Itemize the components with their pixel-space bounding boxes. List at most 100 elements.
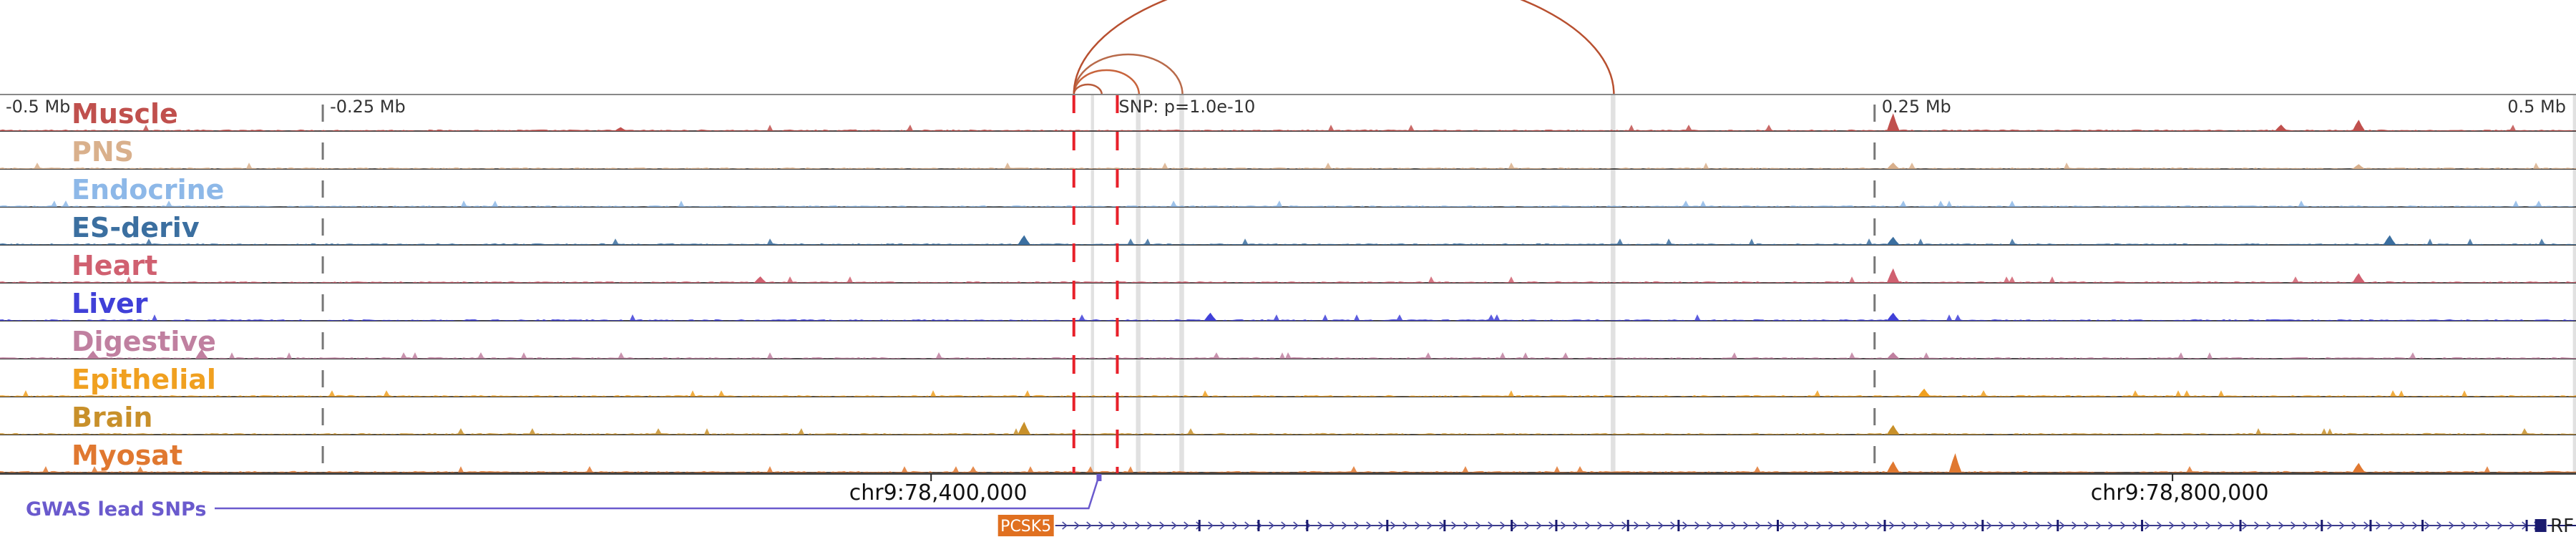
strand-arrow (1342, 521, 1347, 530)
track-label: Epithelial (72, 364, 216, 395)
interaction-loop (1073, 83, 1103, 95)
signal-peak (1886, 268, 1900, 283)
strand-arrow (2193, 521, 2199, 530)
strand-arrow (1986, 521, 1992, 530)
strand-arrow (2218, 521, 2223, 530)
gene-exon (1386, 520, 1389, 531)
strand-arrow (1415, 521, 1420, 530)
strand-arrow (2303, 521, 2308, 530)
gene-name: PCSK5 (1000, 518, 1051, 536)
signal-peak (1204, 312, 1217, 321)
strand-arrow (1147, 521, 1153, 530)
strand-arrow (2230, 521, 2235, 530)
strand-arrow (1293, 521, 1299, 530)
track-digestive: Digestive (0, 326, 2576, 359)
strand-arrow (1135, 521, 1141, 530)
gene-exon (2369, 520, 2372, 531)
gene-exon (2321, 520, 2323, 531)
strand-arrow (1682, 521, 1688, 530)
signal-peak (195, 349, 208, 359)
strand-arrow (1512, 521, 1518, 530)
signal-peak (1886, 352, 1900, 359)
strand-arrow (1658, 521, 1664, 530)
track-label: Liver (72, 288, 148, 319)
strand-arrow (1463, 521, 1469, 530)
strand-arrow (2047, 521, 2053, 530)
signal-peak (1886, 425, 1900, 435)
signal-peak (2352, 273, 2366, 283)
highlight-column (2572, 95, 2576, 474)
gene-exon (1555, 520, 1558, 531)
strand-arrow (1573, 521, 1579, 530)
highlight-layer (1091, 95, 2576, 474)
snp-annotation: SNP: p=1.0e-10 (1118, 97, 1255, 117)
track-signal (0, 466, 2576, 473)
tracks-layer: Muscle PNS Endocrine ES-deriv Heart Liver Dige… (0, 98, 2576, 473)
strand-arrow (1901, 521, 1907, 530)
strand-arrow (1694, 521, 1700, 530)
track-muscle: Muscle (0, 98, 2576, 132)
strand-arrow (1609, 521, 1615, 530)
signal-peak (614, 127, 628, 131)
gene-exon (2534, 519, 2547, 532)
strand-arrow (1938, 521, 1943, 530)
gene-exon (1777, 520, 1780, 531)
strand-arrow (2412, 521, 2418, 530)
strand-arrow (1159, 521, 1165, 530)
track-liver: Liver (0, 288, 2576, 321)
signal-peak (2274, 125, 2288, 131)
track-label: Heart (72, 250, 157, 281)
strand-arrow (1634, 521, 1639, 530)
strand-arrow (2363, 521, 2369, 530)
strand-arrow (1184, 521, 1189, 530)
strand-arrow (2327, 521, 2333, 530)
strand-arrow (1427, 521, 1433, 530)
gene-exon (2525, 520, 2528, 531)
offset-tick-label: 0.5 Mb (2507, 97, 2566, 117)
strand-arrow (1743, 521, 1749, 530)
strand-arrow (1123, 521, 1128, 530)
strand-arrow (1475, 521, 1481, 530)
strand-arrow (1999, 521, 2004, 530)
track-signal (0, 125, 2576, 131)
strand-arrow (1354, 521, 1360, 530)
strand-arrow (1074, 521, 1080, 530)
strand-arrow (2485, 521, 2491, 530)
signal-peak (1918, 388, 1931, 397)
signal-peak (1886, 163, 1900, 169)
gwas-track-label: GWAS lead SNPs (26, 498, 206, 521)
signal-peak (2352, 164, 2366, 169)
strand-arrow (2424, 521, 2430, 530)
highlight-column (1179, 95, 1184, 474)
track-label: PNS (72, 136, 134, 168)
track-endocrine: Endocrine (0, 174, 2576, 208)
strand-arrow (1646, 521, 1652, 530)
strand-arrow (1269, 521, 1274, 530)
strand-arrow (1889, 521, 1895, 530)
strand-arrow (1488, 521, 1493, 530)
track-signal (0, 428, 2576, 435)
interaction-loop (1073, 53, 1184, 95)
strand-arrow (2120, 521, 2126, 530)
signal-peak (1018, 235, 1031, 245)
signal-peak (1948, 453, 1962, 473)
signal-peak (2383, 235, 2396, 245)
gene-exon (1198, 520, 1201, 531)
strand-arrow (2461, 521, 2467, 530)
track-label: Digestive (72, 326, 216, 357)
strand-arrow (1366, 521, 1372, 530)
strand-arrow (2096, 521, 2102, 530)
interaction-loop (1073, 0, 1615, 95)
strand-arrow (2132, 521, 2138, 530)
track-signal (0, 314, 2576, 321)
strand-arrow (1062, 521, 1068, 530)
strand-arrow (2169, 521, 2175, 530)
strand-arrow (2084, 521, 2089, 530)
strand-arrow (1816, 521, 1822, 530)
track-signal (0, 276, 2576, 283)
gene-exon (1257, 520, 1260, 531)
signal-peak (1886, 461, 1900, 473)
gene-exon (1677, 520, 1680, 531)
strand-arrow (2108, 521, 2114, 530)
